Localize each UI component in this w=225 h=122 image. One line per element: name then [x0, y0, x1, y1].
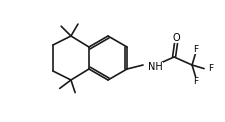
Text: F: F [193, 76, 198, 86]
Text: F: F [193, 45, 198, 54]
Text: NH: NH [148, 62, 163, 72]
Text: F: F [208, 64, 213, 73]
Text: O: O [172, 33, 180, 43]
